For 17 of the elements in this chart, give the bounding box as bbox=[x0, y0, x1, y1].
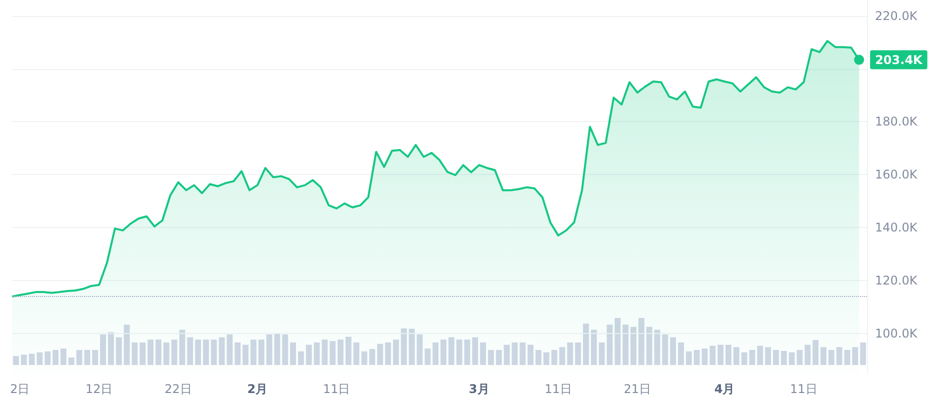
x-tick-label: 21日 bbox=[624, 382, 652, 396]
annotation: 203.4K bbox=[875, 52, 924, 67]
y-tick-label: 220.0K bbox=[875, 8, 918, 23]
x-tick-label: 11日 bbox=[790, 382, 818, 396]
x-tick-label: 2月 bbox=[247, 382, 268, 396]
x-tick-label: 11日 bbox=[322, 382, 350, 396]
x-tick-label: 3月 bbox=[468, 382, 490, 396]
y-tick-label: 180.0K bbox=[875, 114, 918, 129]
y-tick-label: 120.0K bbox=[875, 273, 918, 288]
x-tick-label: 22日 bbox=[164, 382, 192, 396]
x-tick-label: 11日 bbox=[544, 382, 572, 396]
x-tick-label: 12日 bbox=[85, 382, 113, 396]
x-tick-label: 2日 bbox=[10, 382, 30, 396]
y-tick-label: 140.0K bbox=[875, 220, 918, 235]
y-tick-label: 160.0K bbox=[875, 168, 918, 182]
y-tick-label: 100.0K bbox=[875, 326, 918, 340]
x-tick-label: 4月 bbox=[714, 382, 735, 396]
